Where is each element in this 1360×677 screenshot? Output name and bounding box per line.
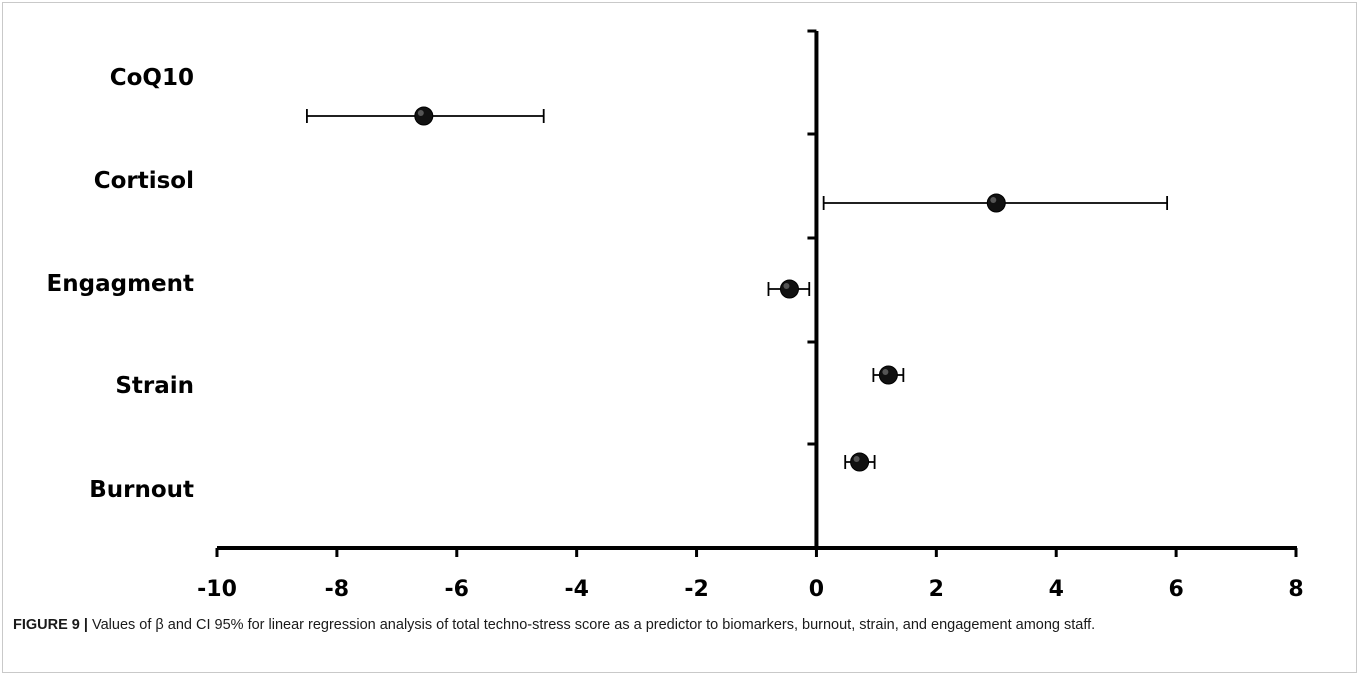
point-highlight-coq10: [417, 110, 424, 116]
figure-caption: FIGURE 9 | Values of β and CI 95% for li…: [13, 615, 1343, 636]
x-tick-label-2: -6: [445, 577, 469, 602]
category-label-cortisol: Cortisol: [94, 168, 194, 194]
point-engagment: [779, 279, 799, 299]
point-strain: [878, 365, 898, 385]
caption-label: FIGURE 9 |: [13, 617, 88, 633]
x-tick-label-5: 0: [809, 577, 824, 602]
x-tick-label-1: -8: [325, 577, 349, 602]
category-label-strain: Strain: [115, 373, 194, 399]
point-highlight-burnout: [853, 456, 860, 462]
category-label-burnout: Burnout: [89, 477, 194, 503]
point-coq10: [414, 106, 434, 126]
x-tick-label-0: -10: [197, 577, 237, 602]
x-tick-label-9: 8: [1288, 577, 1303, 602]
point-cortisol: [986, 193, 1006, 213]
caption-text: Values of β and CI 95% for linear regres…: [87, 617, 1096, 633]
x-tick-label-6: 2: [929, 577, 944, 602]
x-tick-label-7: 4: [1049, 577, 1064, 602]
point-highlight-cortisol: [990, 197, 997, 203]
point-highlight-strain: [882, 369, 889, 375]
forest-plot: -10 -8 -6 -4 -2 0 2 4 6 8 CoQ10 Cortisol Engagment St…: [47, 29, 1304, 602]
category-label-coq10: CoQ10: [110, 65, 194, 91]
point-burnout: [850, 452, 870, 472]
category-label-engagment: Engagment: [47, 271, 194, 297]
x-tick-label-8: 6: [1168, 577, 1183, 602]
point-highlight-engagment: [783, 283, 790, 289]
x-tick-label-3: -4: [564, 577, 588, 602]
x-tick-label-4: -2: [684, 577, 708, 602]
